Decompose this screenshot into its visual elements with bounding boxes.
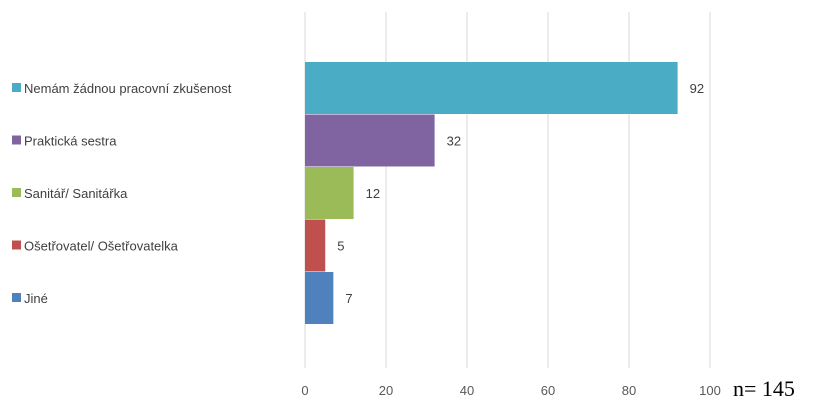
x-tick-label: 60 (541, 383, 555, 398)
data-label: 32 (447, 134, 461, 149)
x-tick-label: 0 (301, 383, 308, 398)
data-labels: 92 32 12 5 7 (337, 81, 704, 306)
x-axis-ticks: 0 20 40 60 80 100 (301, 383, 720, 398)
x-tick-label: 40 (460, 383, 474, 398)
legend-label: Sanitář/ Sanitářka (24, 186, 128, 201)
legend-label: Praktická sestra (24, 134, 117, 149)
bar (305, 219, 326, 272)
bar (305, 167, 354, 219)
data-label: 7 (345, 291, 352, 306)
x-tick-label: 80 (622, 383, 636, 398)
data-label: 92 (690, 81, 704, 96)
legend-swatch (12, 293, 21, 302)
bar (305, 272, 334, 324)
legend-label: Jiné (24, 291, 48, 306)
data-label: 12 (366, 186, 380, 201)
bar (305, 62, 678, 114)
sample-size-note: n= 145 (733, 376, 795, 401)
legend: Nemám žádnou pracovní zkušenost Praktická… (12, 81, 232, 306)
x-tick-label: 20 (379, 383, 393, 398)
x-tick-label: 100 (699, 383, 721, 398)
legend-label: Ošetřovatel/ Ošetřovatelka (24, 239, 179, 254)
legend-swatch (12, 135, 21, 145)
legend-label: Nemám žádnou pracovní zkušenost (24, 81, 232, 96)
legend-swatch (12, 240, 21, 250)
bars (305, 62, 678, 324)
data-label: 5 (337, 239, 344, 254)
legend-swatch (12, 83, 21, 92)
legend-swatch (12, 188, 21, 197)
bar (305, 114, 435, 167)
